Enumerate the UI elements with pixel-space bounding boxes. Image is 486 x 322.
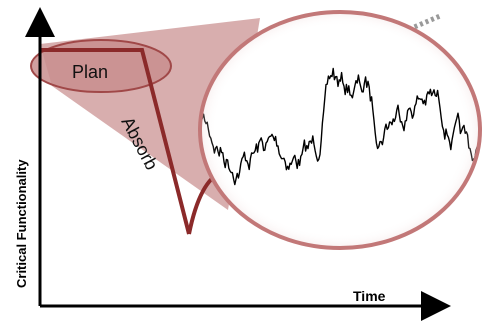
zoom-circle-border bbox=[198, 10, 482, 250]
plan-ellipse bbox=[30, 39, 172, 93]
y-axis-label: Critical Functionality bbox=[14, 159, 29, 288]
plan-label: Plan bbox=[72, 62, 108, 82]
noise-signal-group bbox=[200, 12, 480, 248]
x-axis-label: Time bbox=[353, 288, 386, 304]
functionality-curve bbox=[40, 48, 191, 235]
